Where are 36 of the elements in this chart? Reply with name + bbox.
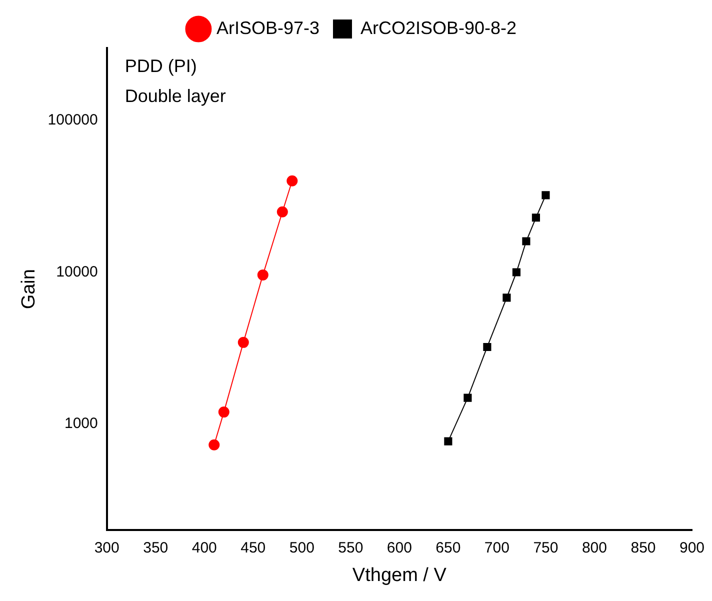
x-tick-label: 350	[143, 539, 168, 556]
x-axis-title: Vthgem / V	[352, 564, 447, 586]
point	[542, 191, 550, 200]
y-tick-label: 100000	[48, 112, 98, 129]
legend-label: ArISOB-97-3	[216, 18, 320, 38]
x-tick-label: 700	[484, 539, 510, 556]
point	[286, 175, 298, 186]
point	[444, 437, 452, 446]
y-tick-label: 10000	[56, 263, 98, 280]
x-tick-label: 600	[386, 539, 412, 556]
point	[532, 214, 540, 222]
x-tick-label: 750	[533, 539, 558, 556]
point	[257, 269, 268, 280]
point	[238, 336, 249, 348]
x-tick-label: 400	[192, 539, 217, 556]
point	[464, 394, 472, 402]
x-tick-label: 650	[436, 539, 461, 556]
x-tick-label: 300	[94, 539, 120, 556]
point	[522, 237, 530, 246]
x-tick-label: 550	[338, 539, 364, 556]
legend-label: ArCO2ISOB-90-8-2	[360, 18, 517, 38]
x-tick-label: 500	[289, 539, 314, 556]
point	[208, 439, 220, 450]
annotation: Double layer	[124, 86, 226, 106]
point	[483, 342, 492, 352]
annotation: PDD (PI)	[124, 56, 197, 76]
point	[512, 268, 520, 276]
y-tick-label: 1000	[64, 415, 98, 432]
y-axis-title: Gain	[18, 269, 40, 310]
x-tick-label: 450	[240, 539, 266, 556]
x-tick-label: 900	[679, 539, 705, 556]
x-tick-label: 800	[582, 539, 607, 556]
point	[502, 294, 511, 302]
point	[218, 406, 230, 418]
point	[276, 206, 288, 218]
x-tick-label: 850	[630, 539, 656, 556]
